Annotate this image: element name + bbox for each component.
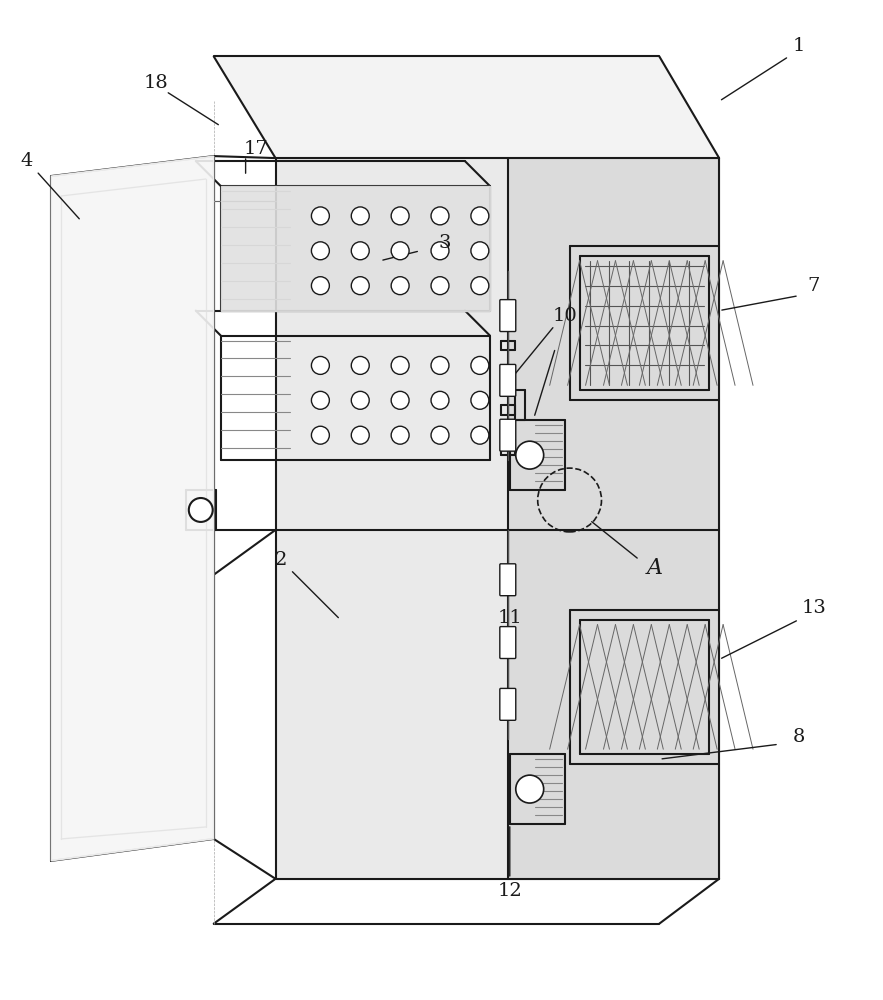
Text: 10: 10 (552, 307, 577, 325)
Polygon shape (51, 156, 214, 861)
Text: 2: 2 (275, 551, 287, 569)
FancyBboxPatch shape (500, 564, 516, 596)
Circle shape (471, 391, 489, 409)
Text: 4: 4 (20, 152, 33, 170)
Circle shape (351, 242, 369, 260)
FancyBboxPatch shape (500, 364, 516, 396)
Text: 1: 1 (793, 37, 805, 55)
Circle shape (431, 277, 449, 295)
Circle shape (312, 207, 329, 225)
Text: A: A (646, 557, 662, 579)
Circle shape (351, 207, 369, 225)
Circle shape (351, 391, 369, 409)
Circle shape (431, 356, 449, 374)
FancyBboxPatch shape (500, 627, 516, 658)
Text: 17: 17 (243, 140, 268, 158)
Circle shape (312, 242, 329, 260)
Circle shape (312, 277, 329, 295)
Circle shape (431, 207, 449, 225)
Polygon shape (214, 56, 719, 158)
Circle shape (312, 391, 329, 409)
Circle shape (471, 426, 489, 444)
Circle shape (351, 426, 369, 444)
Circle shape (312, 356, 329, 374)
Circle shape (471, 242, 489, 260)
Polygon shape (275, 158, 508, 879)
Text: 7: 7 (808, 277, 820, 295)
Circle shape (391, 426, 409, 444)
Circle shape (391, 207, 409, 225)
Text: 18: 18 (144, 74, 169, 92)
Circle shape (431, 242, 449, 260)
Circle shape (189, 498, 213, 522)
Circle shape (471, 207, 489, 225)
Circle shape (391, 242, 409, 260)
Polygon shape (508, 158, 719, 879)
Circle shape (391, 356, 409, 374)
Circle shape (471, 277, 489, 295)
Text: 11: 11 (497, 609, 522, 627)
Circle shape (391, 391, 409, 409)
FancyBboxPatch shape (500, 419, 516, 451)
Circle shape (312, 426, 329, 444)
Circle shape (516, 441, 544, 469)
Circle shape (351, 356, 369, 374)
Circle shape (431, 426, 449, 444)
Circle shape (516, 775, 544, 803)
Text: 8: 8 (793, 728, 805, 746)
Text: 3: 3 (439, 234, 451, 252)
FancyBboxPatch shape (500, 688, 516, 720)
Polygon shape (221, 186, 490, 311)
FancyBboxPatch shape (500, 300, 516, 332)
Circle shape (351, 277, 369, 295)
Circle shape (471, 356, 489, 374)
Text: 13: 13 (802, 599, 826, 617)
Circle shape (391, 277, 409, 295)
Text: 12: 12 (497, 882, 522, 900)
Circle shape (431, 391, 449, 409)
